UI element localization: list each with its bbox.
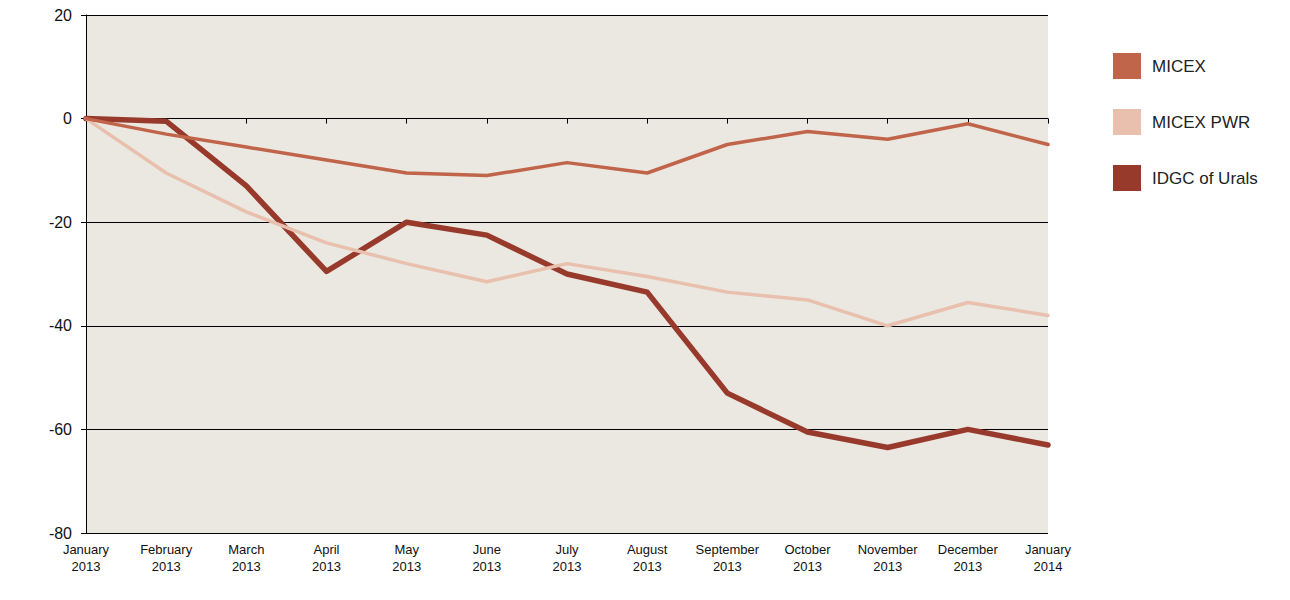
- svg-text:July: July: [555, 542, 579, 557]
- svg-text:April: April: [313, 542, 339, 557]
- svg-text:-60: -60: [49, 421, 72, 438]
- svg-text:-80: -80: [49, 525, 72, 542]
- svg-text:September: September: [696, 542, 760, 557]
- svg-text:May: May: [394, 542, 419, 557]
- svg-text:-20: -20: [49, 214, 72, 231]
- svg-text:2013: 2013: [553, 559, 582, 574]
- svg-text:August: August: [627, 542, 668, 557]
- svg-text:2013: 2013: [793, 559, 822, 574]
- svg-text:December: December: [938, 542, 999, 557]
- svg-text:January: January: [1025, 542, 1072, 557]
- svg-text:November: November: [858, 542, 919, 557]
- svg-text:0: 0: [63, 110, 72, 127]
- svg-text:2013: 2013: [312, 559, 341, 574]
- svg-text:2013: 2013: [633, 559, 662, 574]
- svg-text:2013: 2013: [152, 559, 181, 574]
- svg-text:2013: 2013: [72, 559, 101, 574]
- svg-text:March: March: [228, 542, 264, 557]
- svg-text:IDGC of Urals: IDGC of Urals: [1152, 169, 1258, 188]
- svg-text:2013: 2013: [392, 559, 421, 574]
- svg-text:MICEX: MICEX: [1152, 57, 1206, 76]
- svg-text:2013: 2013: [472, 559, 501, 574]
- svg-text:2013: 2013: [953, 559, 982, 574]
- svg-text:2013: 2013: [713, 559, 742, 574]
- svg-text:-40: -40: [49, 317, 72, 334]
- svg-text:20: 20: [54, 7, 72, 24]
- svg-text:February: February: [140, 542, 193, 557]
- svg-text:October: October: [784, 542, 831, 557]
- svg-text:2014: 2014: [1034, 559, 1063, 574]
- svg-text:January: January: [63, 542, 110, 557]
- svg-text:2013: 2013: [873, 559, 902, 574]
- svg-text:2013: 2013: [232, 559, 261, 574]
- svg-text:June: June: [473, 542, 501, 557]
- svg-text:MICEX PWR: MICEX PWR: [1152, 113, 1250, 132]
